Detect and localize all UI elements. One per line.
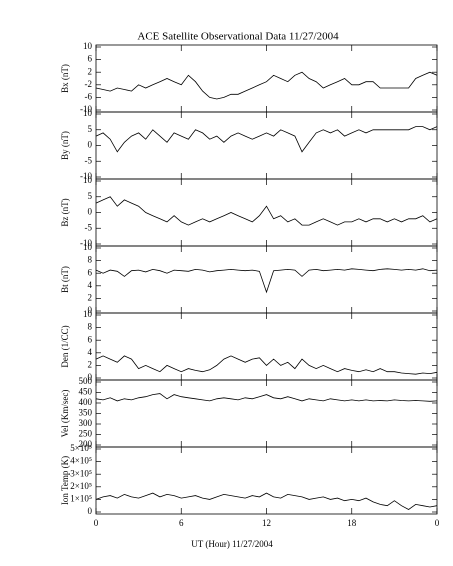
y-tick-label: 10 bbox=[83, 108, 93, 118]
data-line bbox=[95, 268, 438, 294]
y-tick-label: 10 bbox=[83, 175, 93, 185]
panel-frame bbox=[95, 178, 438, 247]
x-tick-label: 6 bbox=[179, 518, 184, 528]
data-line bbox=[95, 355, 438, 375]
y-tick-label: 10 bbox=[83, 309, 93, 319]
y-tick-label: -10 bbox=[80, 171, 92, 181]
y-tick-label: 10 bbox=[83, 242, 93, 252]
y-tick-label: 0 bbox=[88, 506, 93, 516]
y-axis-label: Ion Temp (K) bbox=[60, 456, 70, 505]
y-tick-label: 350 bbox=[79, 408, 93, 418]
y-tick-label: 0 bbox=[88, 372, 93, 382]
y-tick-label: 6 bbox=[88, 54, 93, 64]
y-tick-label: 5 bbox=[88, 124, 93, 134]
data-line bbox=[95, 492, 438, 510]
x-tick-label: 0 bbox=[94, 518, 99, 528]
panel-frame bbox=[95, 446, 438, 515]
y-tick-label: 2 bbox=[88, 66, 93, 76]
y-tick-label: 0 bbox=[88, 140, 93, 150]
panel-frame bbox=[95, 111, 438, 180]
y-axis-label: Bx (nT) bbox=[60, 64, 70, 93]
y-tick-label: 300 bbox=[79, 418, 93, 428]
y-tick-label: 4×10⁵ bbox=[70, 456, 92, 466]
y-tick-label: -5 bbox=[85, 155, 93, 165]
y-tick-label: 4 bbox=[88, 280, 93, 290]
data-line bbox=[95, 393, 438, 402]
y-tick-label: 450 bbox=[79, 387, 93, 397]
y-tick-label: 8 bbox=[88, 322, 93, 332]
y-axis-label: By (nT) bbox=[60, 131, 70, 160]
data-line bbox=[95, 126, 438, 153]
y-tick-label: 0 bbox=[88, 305, 93, 315]
panel-frame bbox=[95, 44, 438, 113]
y-tick-label: 6 bbox=[88, 334, 93, 344]
y-tick-label: 0 bbox=[88, 207, 93, 217]
y-tick-label: 8 bbox=[88, 255, 93, 265]
data-line bbox=[95, 196, 438, 226]
y-tick-label: 3×10⁵ bbox=[70, 468, 92, 478]
y-tick-label: -2 bbox=[85, 79, 93, 89]
y-tick-label: 4 bbox=[88, 347, 93, 357]
chart-title: ACE Satellite Observational Data 11/27/2… bbox=[137, 31, 339, 43]
y-tick-label: -6 bbox=[85, 91, 93, 101]
y-tick-label: -10 bbox=[80, 104, 92, 114]
x-tick-label: 18 bbox=[347, 518, 357, 528]
y-tick-label: 5 bbox=[88, 191, 93, 201]
data-line bbox=[95, 71, 438, 100]
y-tick-label: 6 bbox=[88, 267, 93, 277]
panel-frame bbox=[95, 312, 438, 381]
x-tick-label: 12 bbox=[262, 518, 271, 528]
y-tick-label: 2 bbox=[88, 292, 93, 302]
panel-frame bbox=[95, 379, 438, 448]
x-axis-label: UT (Hour) 11/27/2004 bbox=[191, 539, 273, 549]
y-axis-label: Bz (nT) bbox=[60, 198, 70, 226]
y-tick-label: 1×10⁵ bbox=[70, 493, 92, 503]
y-tick-label: 2 bbox=[88, 359, 93, 369]
y-tick-label: 500 bbox=[79, 376, 93, 386]
y-axis-label: Bt (nT) bbox=[60, 266, 70, 293]
y-tick-label: 400 bbox=[79, 397, 93, 407]
y-axis-label: Vel (Km/sec) bbox=[60, 390, 70, 438]
y-tick-label: 200 bbox=[79, 439, 93, 449]
x-tick-label: 0 bbox=[435, 518, 440, 528]
y-tick-label: -5 bbox=[85, 222, 93, 232]
y-axis-label: Den (1/CC) bbox=[60, 325, 70, 367]
y-tick-label: 10 bbox=[83, 41, 93, 51]
y-tick-label: 2×10⁵ bbox=[70, 481, 92, 491]
panel-frame bbox=[95, 245, 438, 314]
y-tick-label: 5×10⁵ bbox=[70, 443, 92, 453]
y-tick-label: 250 bbox=[79, 429, 93, 439]
y-tick-label: -10 bbox=[80, 238, 92, 248]
